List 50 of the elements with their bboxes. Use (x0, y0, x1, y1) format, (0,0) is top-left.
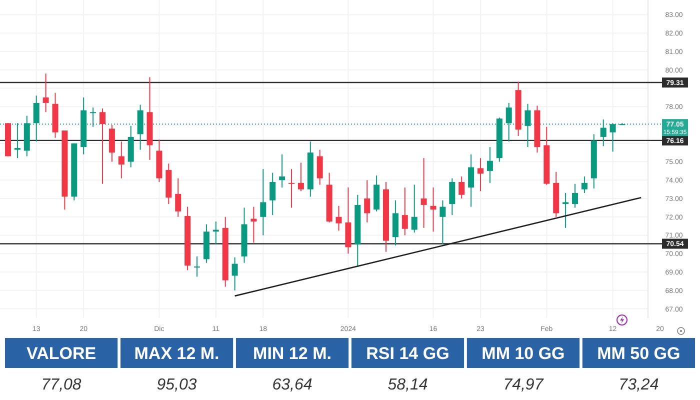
candlestick (478, 158, 484, 192)
candlestick (137, 104, 144, 150)
candlestick (175, 178, 182, 218)
text: 95,03 (156, 376, 197, 394)
candlestick (336, 205, 342, 232)
candlestick (194, 256, 200, 278)
candlestick (232, 256, 238, 291)
candlestick (364, 180, 370, 223)
category-label: MAX 12 M. (134, 344, 220, 363)
candlestick (402, 186, 408, 236)
candlestick (316, 149, 323, 186)
candlestick (610, 122, 616, 152)
candlestick (279, 154, 286, 188)
candlestick (14, 122, 20, 159)
candlestick (90, 107, 96, 128)
candlestick (288, 168, 294, 208)
candlestick (581, 176, 588, 194)
category-label: MIN 12 M. (253, 344, 332, 363)
category-label: VALORE (26, 344, 96, 363)
candlestick (42, 73, 49, 113)
text: 73,24 (618, 376, 659, 394)
candlestick (270, 172, 276, 216)
candlestick (458, 176, 465, 200)
candlestick (298, 162, 304, 192)
candlestick (600, 118, 606, 147)
text: 74,97 (503, 376, 544, 394)
text: 63,64 (272, 376, 312, 394)
candlestick (260, 168, 266, 236)
candlestick (572, 183, 578, 208)
candlestick (562, 192, 569, 228)
category-label: MM 50 GG (597, 344, 680, 363)
candlestick (420, 158, 427, 228)
category-label: MM 10 GG (482, 344, 565, 363)
candlestick (411, 184, 418, 234)
candlestick (506, 102, 512, 142)
candlestick (486, 146, 493, 184)
candlestick (392, 200, 398, 246)
candlestick (430, 186, 436, 232)
candlestick (440, 200, 446, 245)
candlestick (118, 141, 124, 179)
text: 58,14 (388, 376, 428, 394)
candlestick (250, 206, 257, 244)
candlestick (524, 103, 531, 148)
category-label: RSI 14 GG (366, 344, 450, 363)
text: 77,08 (41, 376, 82, 394)
candlestick (449, 178, 456, 216)
candlestick (468, 154, 474, 208)
candlestick (33, 95, 40, 142)
candlestick (108, 124, 115, 162)
candlestick (100, 108, 106, 184)
